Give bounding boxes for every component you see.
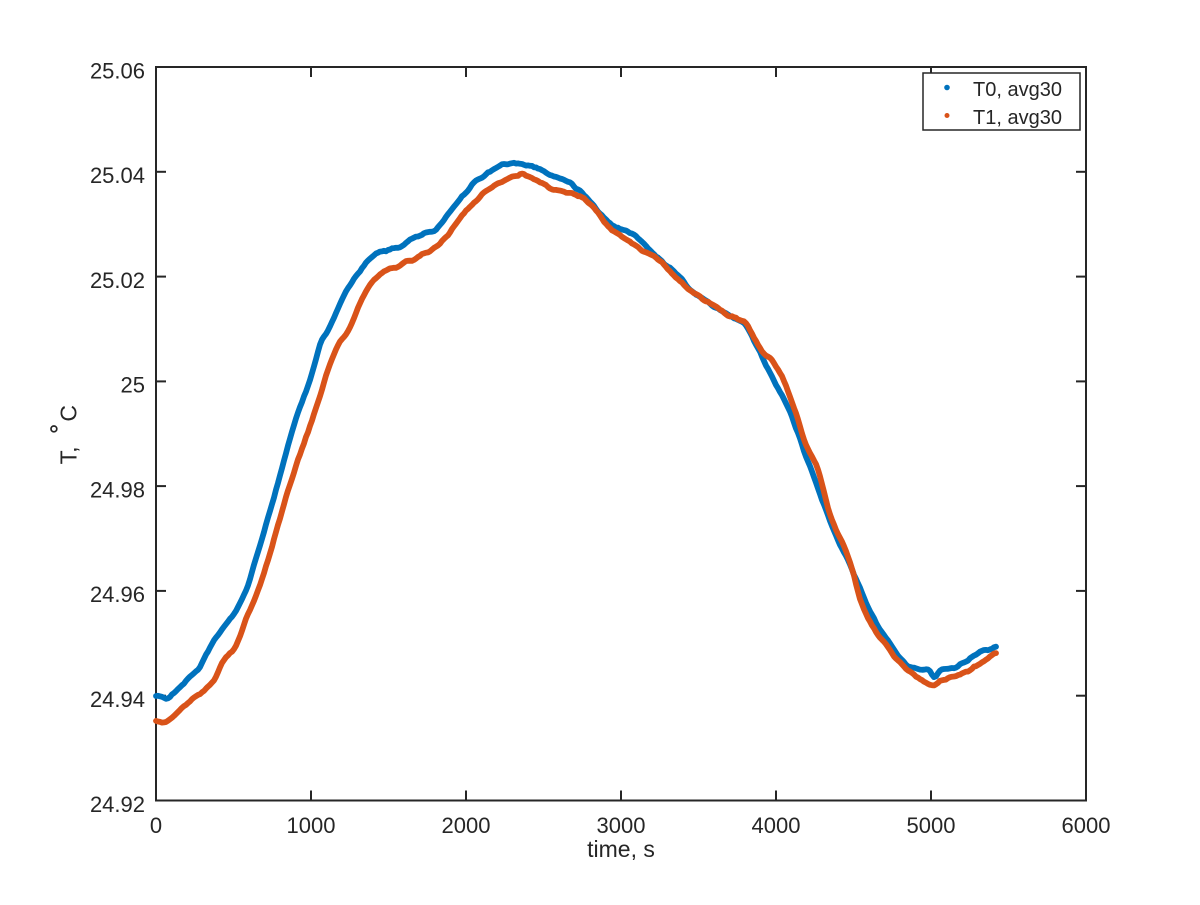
svg-text:25.04: 25.04 [90,163,145,188]
svg-text:24.92: 24.92 [90,792,145,817]
svg-text:24.96: 24.96 [90,582,145,607]
svg-text:T,: T, [56,447,82,465]
svg-text:time, s: time, s [587,836,655,862]
svg-text:24.94: 24.94 [90,687,145,712]
svg-text:T1, avg30: T1, avg30 [973,107,1062,129]
svg-text:C: C [56,405,82,422]
svg-text:2000: 2000 [442,813,491,838]
svg-text:25.06: 25.06 [90,58,145,83]
svg-text:24.98: 24.98 [90,477,145,502]
svg-text:25: 25 [121,373,145,398]
svg-text:T0, avg30: T0, avg30 [973,79,1062,101]
svg-text:25.02: 25.02 [90,268,145,293]
svg-text:0: 0 [150,813,162,838]
svg-text:6000: 6000 [1062,813,1111,838]
svg-text:1000: 1000 [287,813,336,838]
svg-text:3000: 3000 [597,813,646,838]
svg-text:4000: 4000 [752,813,801,838]
svg-text:5000: 5000 [907,813,956,838]
